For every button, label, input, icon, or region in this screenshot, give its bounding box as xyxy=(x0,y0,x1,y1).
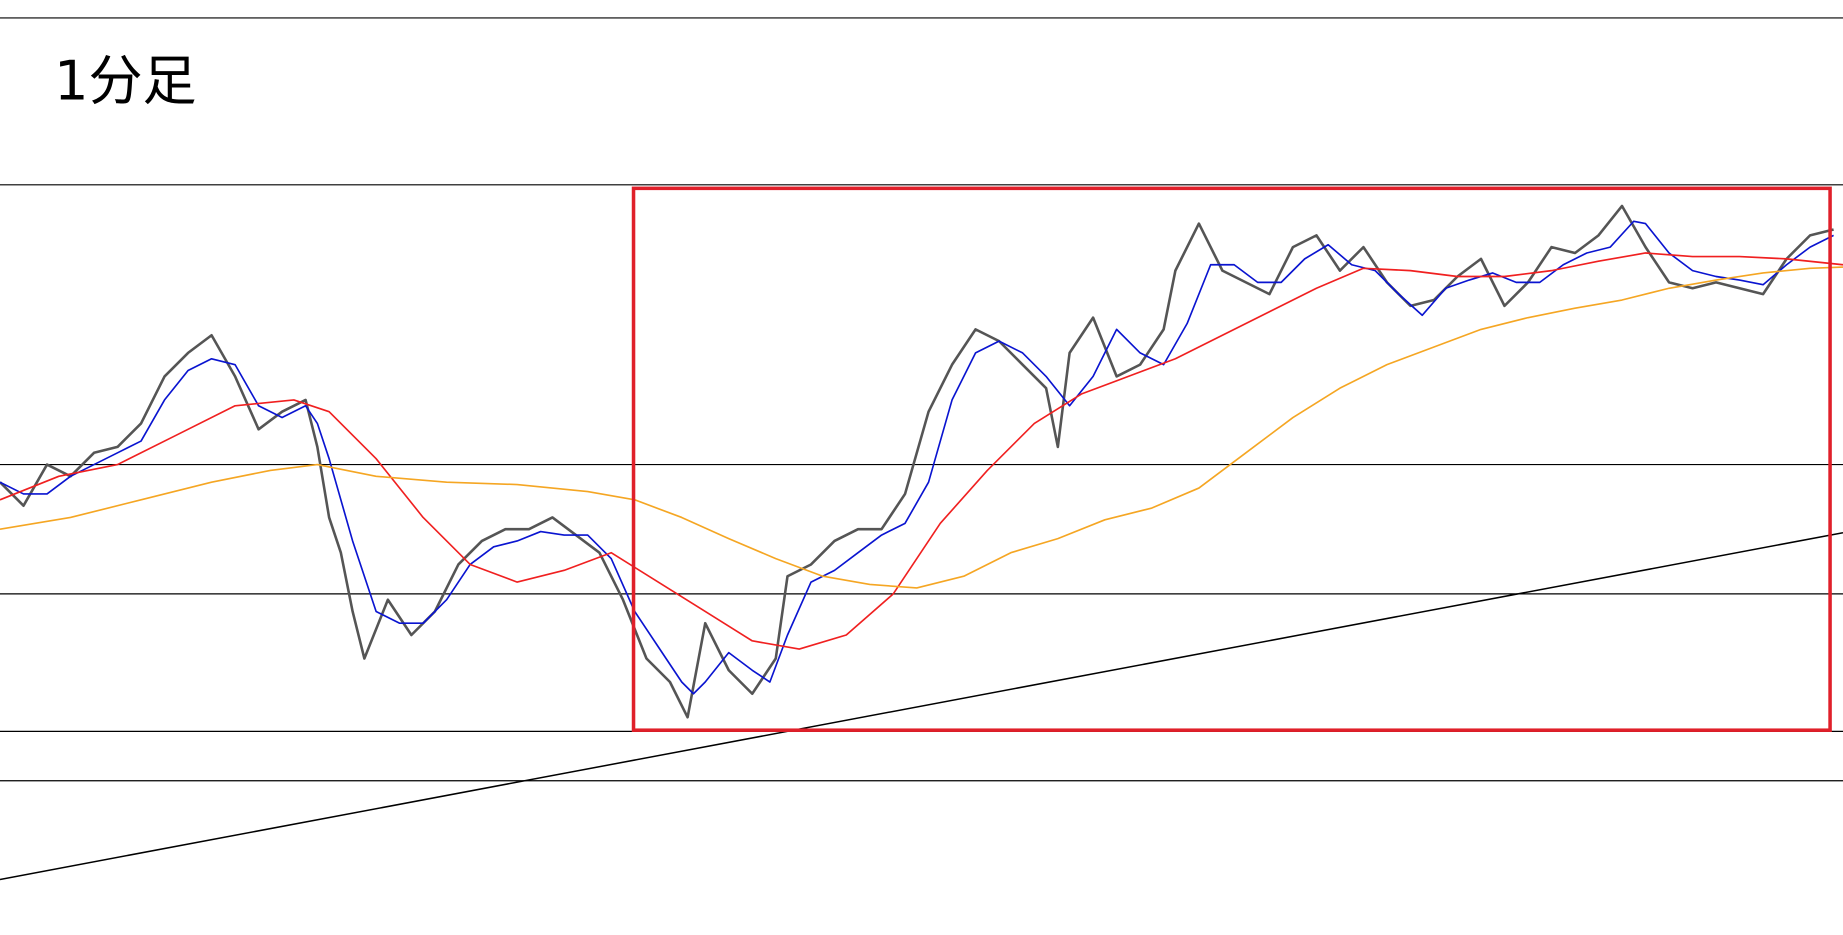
trend-line xyxy=(0,531,1843,881)
highlight-box xyxy=(631,186,1832,732)
series-line xyxy=(0,252,1843,650)
series-line xyxy=(0,220,1834,695)
series-line xyxy=(0,266,1843,589)
chart-title: 1分足 xyxy=(54,50,196,113)
series-line xyxy=(0,204,1834,719)
